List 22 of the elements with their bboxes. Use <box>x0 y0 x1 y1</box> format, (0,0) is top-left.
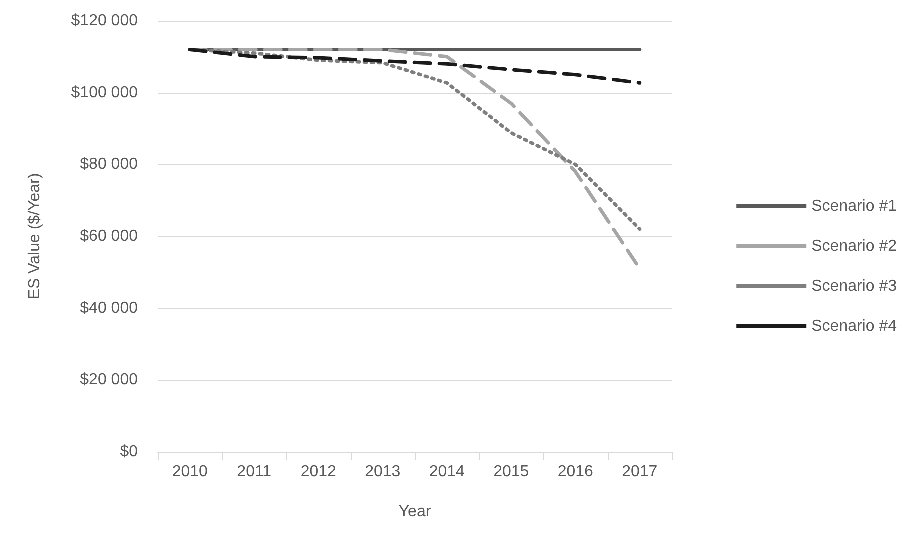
legend-label: Scenario #4 <box>812 318 898 335</box>
y-tick-label: $120 000 <box>71 12 138 30</box>
x-axis-title: Year <box>398 504 432 520</box>
y-tick-label: $80 000 <box>80 156 138 174</box>
x-tick-label: 2011 <box>237 464 272 480</box>
x-tick-label: 2010 <box>172 464 208 480</box>
legend-label: Scenario #3 <box>812 278 898 295</box>
y-axis-title: ES Value ($/Year) <box>26 173 44 300</box>
x-tick-label: 2015 <box>494 464 530 480</box>
x-tick-label: 2012 <box>300 464 337 480</box>
y-tick-label: $0 <box>120 444 138 460</box>
x-tick-label: 2016 <box>558 464 594 480</box>
legend-label: Scenario #1 <box>812 198 898 215</box>
x-tick-label: 2014 <box>429 464 466 480</box>
y-tick-label: $100 000 <box>71 84 138 102</box>
line-series <box>188 48 642 85</box>
legend-label: Scenario #2 <box>812 238 898 255</box>
y-tick-label: $20 000 <box>80 372 138 389</box>
y-tick-label: $60 000 <box>80 228 138 245</box>
x-tick-label: 2013 <box>365 464 401 480</box>
x-tick-label: 2017 <box>622 464 658 480</box>
y-tick-label: $40 000 <box>80 300 138 317</box>
